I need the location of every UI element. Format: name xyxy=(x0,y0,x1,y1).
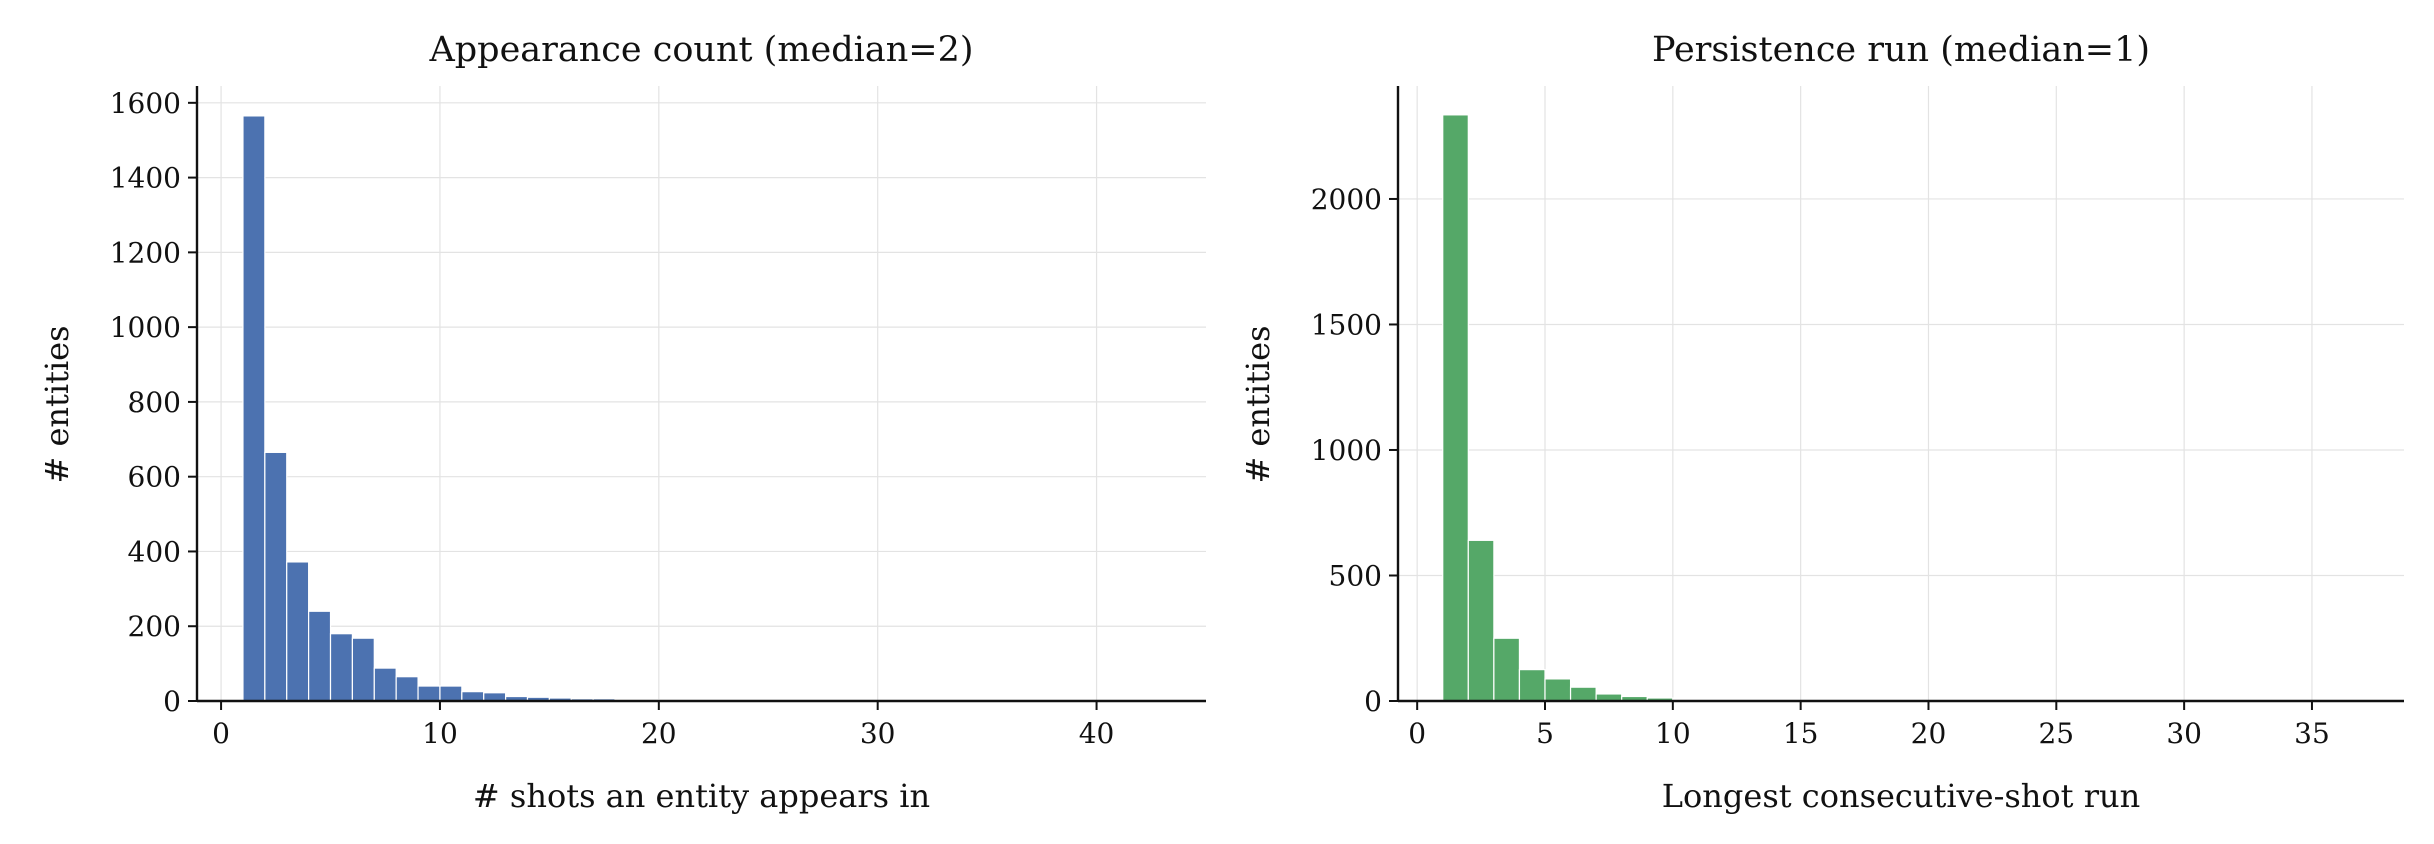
persistence-run-bar xyxy=(1442,114,1469,702)
persistence-run-x-tick-label: 0 xyxy=(1408,717,1426,750)
appearance-count-bar xyxy=(439,685,463,702)
appearance-count-bar xyxy=(373,667,397,702)
appearance-count-y-tick-label: 800 xyxy=(128,386,181,419)
persistence-run-x-tick-label: 30 xyxy=(2166,717,2202,750)
persistence-run-bar xyxy=(1467,539,1495,702)
appearance-count-y-tick-label: 0 xyxy=(163,685,181,718)
persistence-run-y-tick-label: 500 xyxy=(1329,559,1382,592)
persistence-run-y-tick-label: 1500 xyxy=(1311,308,1382,341)
persistence-run-panel: 0 5 10 15 20 25 30 35 0 500 1000 1500 2000 Persisten… xyxy=(1239,30,2404,815)
persistence-run-y-tick-label: 2000 xyxy=(1311,183,1382,216)
persistence-run-x-tick-label: 10 xyxy=(1655,717,1691,750)
persistence-run-axes xyxy=(1396,86,2404,703)
appearance-count-bar xyxy=(461,691,485,702)
appearance-count-title: Appearance count (median=2) xyxy=(428,30,973,70)
appearance-count-bar xyxy=(329,633,353,702)
persistence-run-x-axis-label: Longest consecutive-shot run xyxy=(1662,777,2140,815)
persistence-run-x-tick-label: 15 xyxy=(1783,717,1819,750)
appearance-count-x-tick-label: 10 xyxy=(422,717,458,750)
persistence-run-bar xyxy=(1544,678,1572,702)
appearance-count-bar xyxy=(417,685,441,702)
persistence-run-grid xyxy=(1398,86,2404,702)
appearance-count-x-tick-label: 30 xyxy=(860,717,896,750)
persistence-run-x-tick-label: 25 xyxy=(2038,717,2074,750)
persistence-run-y-tick-label: 1000 xyxy=(1311,434,1382,467)
appearance-count-x-axis-label: # shots an entity appears in xyxy=(473,777,930,815)
persistence-run-bars xyxy=(1442,114,2390,702)
persistence-run-title: Persistence run (median=1) xyxy=(1652,30,2150,70)
appearance-count-bar xyxy=(395,676,419,702)
persistence-run-y-tick-label: 0 xyxy=(1364,685,1382,718)
appearance-count-bar xyxy=(242,115,266,702)
appearance-count-grid xyxy=(197,86,1206,702)
appearance-count-axes xyxy=(195,86,1206,703)
persistence-run-bar xyxy=(1569,686,1597,702)
appearance-count-bars xyxy=(242,115,1163,702)
appearance-count-x-tick-label: 40 xyxy=(1079,717,1115,750)
appearance-count-bar xyxy=(483,692,507,702)
appearance-count-x-tick-label: 0 xyxy=(212,717,230,750)
appearance-count-bar xyxy=(264,451,288,702)
appearance-count-y-tick-label: 1600 xyxy=(110,87,181,120)
appearance-count-x-tick-label: 20 xyxy=(641,717,677,750)
persistence-run-x-tick-label: 35 xyxy=(2294,717,2330,750)
persistence-run-ticks: 0 5 10 15 20 25 30 35 0 500 1000 1500 2000 xyxy=(1311,183,2330,750)
appearance-count-bar xyxy=(308,610,332,702)
appearance-count-y-axis-label: # entities xyxy=(38,325,76,483)
appearance-count-y-tick-label: 1000 xyxy=(110,311,181,344)
appearance-count-y-tick-label: 1200 xyxy=(110,236,181,269)
appearance-count-y-tick-label: 400 xyxy=(128,535,181,568)
appearance-count-bar xyxy=(286,561,310,702)
persistence-run-x-tick-label: 5 xyxy=(1536,717,1554,750)
persistence-run-y-axis-label: # entities xyxy=(1239,325,1277,483)
appearance-count-y-tick-label: 1400 xyxy=(110,162,181,195)
appearance-count-y-tick-label: 200 xyxy=(128,610,181,643)
appearance-count-y-tick-label: 600 xyxy=(128,461,181,494)
persistence-run-x-tick-label: 20 xyxy=(1911,717,1947,750)
persistence-run-bar xyxy=(1493,637,1521,702)
persistence-run-bar xyxy=(1518,669,1546,702)
appearance-count-bar xyxy=(351,637,375,702)
